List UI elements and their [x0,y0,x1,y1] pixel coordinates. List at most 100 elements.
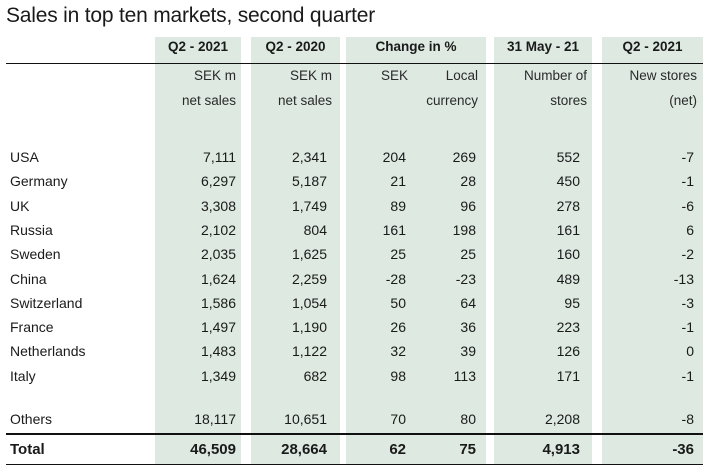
change-sek-cell: 21 [390,173,406,189]
sales-2021-cell: 6,297 [200,173,236,189]
new-stores-cell: -1 [681,319,694,335]
sales-2021-cell: 1,497 [200,319,236,335]
sales-2020-cell: 28,664 [281,441,327,458]
stores-cell: 160 [556,246,580,262]
subheader: New stores [629,68,697,83]
change-sek-cell: -28 [385,271,406,287]
change-sek-cell: 62 [389,441,406,458]
subheader: net sales [277,93,332,108]
market-label: Sweden [10,246,61,262]
stores-cell: 161 [556,222,580,238]
market-label: Switzerland [10,295,83,311]
sales-2021-cell: 2,102 [200,222,236,238]
bottom-rule [6,464,703,465]
stores-cell: 223 [556,319,580,335]
sales-2020-cell: 1,054 [291,295,327,311]
change-sek-cell: 161 [382,222,406,238]
new-stores-cell: -6 [681,198,694,214]
market-label: China [10,271,47,287]
band-q2-2021 [155,37,241,465]
sales-2021-cell: 18,117 [194,411,236,427]
change-local-cell: -23 [455,271,476,287]
market-label: USA [10,149,39,165]
sales-2021-cell: 46,509 [190,441,236,458]
sales-2020-cell: 804 [303,222,327,238]
sales-2020-cell: 10,651 [284,411,327,427]
total-rule [6,433,703,435]
stores-cell: 552 [556,149,580,165]
market-label: UK [10,198,30,214]
subheader: SEK m [193,68,236,83]
sales-2020-cell: 1,625 [291,246,327,262]
market-label: Germany [10,173,68,189]
subheader: Local [445,68,478,83]
table-title: Sales in top ten markets, second quarter [6,4,376,27]
new-stores-cell: -8 [681,411,694,427]
stores-cell: 126 [556,343,580,359]
change-sek-cell: 50 [390,295,406,311]
market-label: Others [10,411,53,427]
change-local-cell: 269 [452,149,476,165]
new-stores-cell: -1 [681,173,694,189]
stores-cell: 2,208 [544,411,580,427]
stores-cell: 278 [556,198,580,214]
new-stores-cell: -2 [681,246,694,262]
sales-2020-cell: 5,187 [291,173,327,189]
change-sek-cell: 32 [390,343,406,359]
change-sek-cell: 26 [390,319,406,335]
change-local-cell: 96 [460,198,476,214]
market-label: France [10,319,54,335]
sales-2020-cell: 2,341 [291,149,327,165]
sales-2021-cell: 1,624 [200,271,236,287]
header-new-stores: Q2 - 2021 [622,39,683,54]
change-sek-cell: 98 [390,368,406,384]
stores-cell: 450 [556,173,580,189]
subheader: SEK m [289,68,332,83]
change-local-cell: 25 [460,246,476,262]
sales-2020-cell: 1,190 [291,319,327,335]
header-stores-date: 31 May - 21 [506,39,580,54]
subheader: SEK [380,68,408,83]
subheader: stores [550,93,587,108]
sales-2020-cell: 2,259 [291,271,327,287]
new-stores-cell: 6 [686,222,694,238]
sales-2020-cell: 1,749 [291,198,327,214]
sales-2021-cell: 7,111 [203,149,236,165]
new-stores-cell: -1 [681,368,694,384]
subheader: currency [426,93,478,108]
change-sek-cell: 204 [382,149,406,165]
change-local-cell: 64 [460,295,476,311]
sales-2020-cell: 1,122 [291,343,327,359]
change-local-cell: 198 [452,222,476,238]
market-label: Netherlands [10,343,86,359]
new-stores-cell: -7 [681,149,694,165]
sales-2021-cell: 1,586 [200,295,236,311]
change-local-cell: 113 [453,368,476,384]
band-change [346,37,486,465]
subheader: net sales [181,93,236,108]
stores-cell: 4,913 [542,441,580,458]
new-stores-cell: -3 [681,295,694,311]
change-local-cell: 75 [459,441,476,458]
change-sek-cell: 25 [390,246,406,262]
change-local-cell: 80 [460,411,476,427]
sales-2021-cell: 3,308 [200,198,236,214]
change-local-cell: 36 [460,319,476,335]
header-q2-2021: Q2 - 2021 [167,39,229,54]
stores-cell: 489 [556,271,580,287]
new-stores-cell: 0 [686,343,694,359]
sales-2020-cell: 682 [303,368,327,384]
change-sek-cell: 70 [390,411,406,427]
sales-2021-cell: 1,349 [200,368,236,384]
change-local-cell: 39 [460,343,476,359]
market-label: Russia [10,222,53,238]
sales-2021-cell: 1,483 [200,343,236,359]
header-change: Change in % [375,39,457,54]
stores-cell: 171 [556,368,580,384]
band-new-stores [602,37,703,465]
subheader: (net) [669,93,697,108]
new-stores-cell: -13 [673,271,694,287]
header-rule [6,63,703,64]
new-stores-cell: -36 [672,441,694,458]
header-q2-2020: Q2 - 2020 [265,39,326,54]
